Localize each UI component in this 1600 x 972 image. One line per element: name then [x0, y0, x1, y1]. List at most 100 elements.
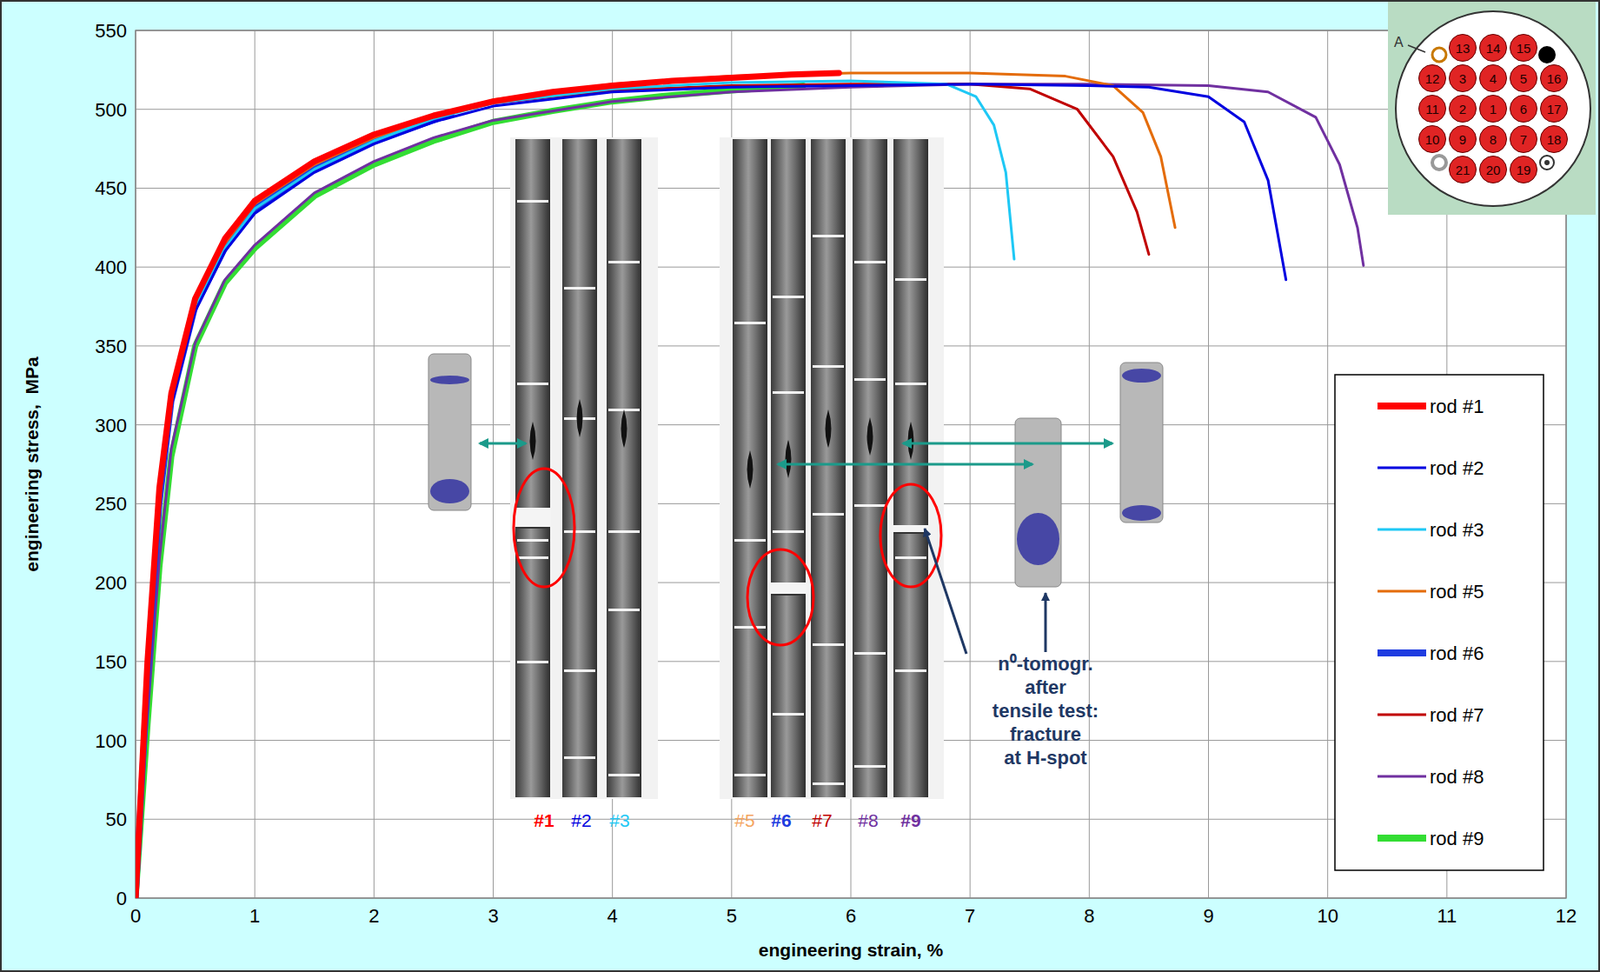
axis-title: engineering stress, MPa: [21, 356, 42, 572]
rod-image: [852, 139, 888, 797]
tick-label: 450: [94, 177, 127, 200]
annotation: fracture: [1009, 723, 1082, 745]
arrow: [479, 442, 526, 445]
rod-image: [810, 139, 846, 797]
rod-position: [1510, 65, 1538, 93]
rod-number: 3: [1459, 71, 1467, 87]
rod-label: #3: [609, 809, 630, 830]
rod-number: 12: [1425, 71, 1441, 87]
rod-number: 19: [1516, 162, 1532, 178]
legend-swatch: [1377, 713, 1427, 717]
rod-number: 5: [1520, 71, 1527, 87]
rod-mark: [854, 260, 886, 264]
rod-position: [1419, 126, 1447, 153]
rod-position: [1449, 156, 1477, 184]
rod-mark: [517, 382, 549, 386]
rod-number: 16: [1546, 71, 1562, 87]
rod-mark: [895, 669, 927, 672]
tick-label: 50: [106, 808, 127, 830]
annotation: at H-spot: [1003, 746, 1088, 769]
rod-mark: [517, 660, 549, 664]
rod-label: #7: [811, 809, 832, 830]
fracture-edge: [770, 593, 806, 596]
rod-mark: [854, 504, 886, 507]
rod-mark: [854, 378, 886, 381]
grid-line: [1327, 30, 1328, 898]
rod-label: #8: [857, 809, 878, 830]
rod-position: [1510, 95, 1538, 123]
rod-number: 21: [1455, 162, 1471, 178]
rod-number: 10: [1425, 132, 1441, 147]
tick-label: 5: [726, 904, 737, 927]
tick-label: 300: [94, 414, 127, 437]
series-line: [135, 86, 804, 898]
rod-mark: [608, 260, 640, 264]
rod-position: [1510, 156, 1538, 184]
rod-mark: [895, 556, 927, 559]
tick-label: 12: [1555, 904, 1577, 927]
highlight: [513, 468, 575, 587]
grid-line: [1088, 30, 1090, 898]
arrow: [924, 528, 967, 654]
rod-mark: [772, 391, 804, 394]
tick-label: 7: [964, 904, 976, 927]
arrow: [777, 463, 1033, 466]
tomography: [428, 353, 472, 511]
rod-number: 8: [1489, 132, 1497, 147]
legend-label: rod #1: [1429, 395, 1484, 418]
rod-mark: [812, 643, 844, 646]
series-line: [135, 84, 1287, 898]
photos: [428, 137, 1163, 799]
rod-mark: [608, 773, 640, 777]
tick-label: 400: [94, 256, 127, 279]
rod-position: [1449, 65, 1477, 93]
rod-number: 17: [1546, 101, 1562, 117]
legend-label: rod #5: [1429, 580, 1484, 603]
rod-position: [1480, 65, 1508, 93]
rod-position: [1419, 65, 1447, 93]
tick-label: 500: [94, 99, 127, 121]
hydrogen-spot: [430, 478, 470, 504]
h-spot: [577, 398, 584, 438]
rod-mark: [812, 782, 844, 785]
series-line: [135, 84, 1149, 898]
rod-label: #5: [734, 809, 755, 830]
rod-position: [1510, 126, 1538, 153]
pointer: [1407, 45, 1426, 53]
highlight: [880, 484, 942, 587]
hydrogen-spot: [1016, 512, 1060, 565]
grid-line: [254, 30, 256, 898]
guide-tube: [1538, 46, 1556, 64]
rod-mark: [772, 712, 804, 716]
rod-position: [1540, 95, 1568, 123]
rod-number: 20: [1486, 162, 1501, 178]
rod-position: [1449, 95, 1477, 123]
legend-swatch: [1377, 649, 1427, 657]
grid-line: [1208, 30, 1209, 898]
tick-label: 550: [94, 19, 127, 42]
rod-label: #2: [570, 809, 591, 830]
legend-swatch: [1377, 775, 1427, 778]
rod-label: #6: [770, 809, 791, 830]
series: [135, 73, 1364, 898]
rod-mark: [564, 530, 596, 533]
rod-position: [1480, 156, 1508, 184]
rod-image: [562, 139, 598, 797]
tomography: [1120, 362, 1163, 523]
legend-label: rod #8: [1429, 765, 1484, 788]
rod-number: 18: [1546, 132, 1562, 147]
tick-label: 10: [1316, 904, 1338, 927]
rod-mark: [734, 538, 766, 542]
tick-label: 11: [1436, 904, 1457, 927]
hydrogen-spot: [430, 375, 470, 385]
tick-label: 100: [94, 730, 127, 752]
rod-mark: [772, 530, 804, 533]
fracture-edge: [893, 531, 929, 534]
h-spot: [825, 409, 832, 448]
rod-image: [732, 139, 768, 797]
h-spot: [530, 421, 537, 460]
rod-number: 4: [1489, 71, 1497, 87]
tick-label: 4: [607, 904, 618, 927]
guide-tube: [1432, 155, 1447, 170]
rod-number: 9: [1459, 132, 1467, 147]
